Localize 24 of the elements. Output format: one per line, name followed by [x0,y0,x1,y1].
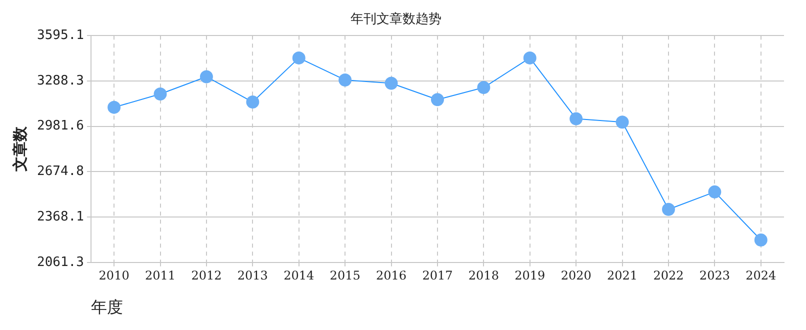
x-tick-label: 2011 [144,268,176,283]
y-axis-title: 文章数 [10,126,29,172]
y-tick-label: 2981.6 [36,118,84,134]
x-tick-label: 2017 [422,268,453,283]
y-tick-label: 2061.3 [36,254,84,270]
y-tick-label: 3288.3 [36,73,84,88]
x-tick-label: 2019 [514,268,546,283]
x-tick-label: 2015 [330,268,360,283]
x-tick-label: 2016 [376,268,407,283]
y-tick-label: 2368.1 [36,209,84,224]
x-tick-label: 2024 [746,268,777,283]
x-tick-label: 2013 [237,268,268,283]
x-tick-label: 2020 [560,268,592,283]
x-tick-label: 2012 [191,268,222,283]
x-tick-label: 2018 [468,268,499,283]
x-tick-label: 2014 [284,268,315,283]
x-tick-label: 2010 [98,268,130,283]
x-axis-title: 年度 [90,298,123,317]
y-tick-label: 2674.8 [36,164,84,180]
x-tick-label: 2022 [653,268,684,283]
y-tick-label: 3595.1 [36,28,84,43]
x-tick-label: 2023 [699,268,730,283]
chart-title: 年刊文章数趋势 [350,12,442,28]
x-tick-label: 2021 [607,268,638,283]
